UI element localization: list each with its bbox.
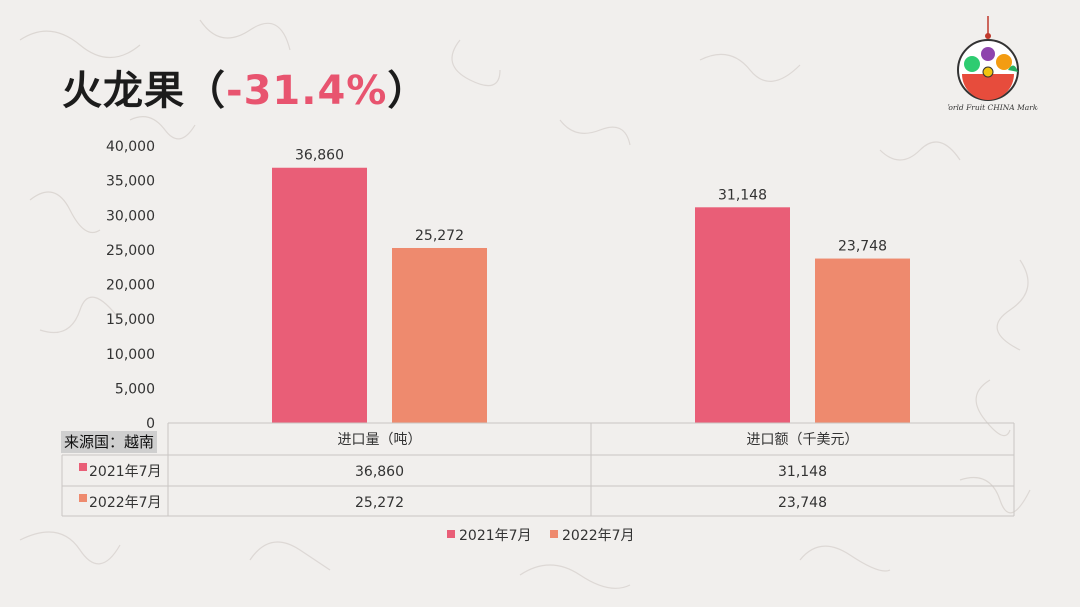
legend: 2021年7月 2022年7月 [447,528,635,544]
source-country-label: 来源国：越南 [61,431,158,453]
y-tick-label: 40,000 [106,139,155,155]
table-cell: 25,272 [355,495,404,511]
page-title: 火龙果（-31.4%） [62,58,428,116]
y-tick-label: 30,000 [106,208,155,224]
legend-entry: 2021年7月 [459,528,532,544]
bar-value-label: 25,272 [415,228,464,244]
table-cell: 23,748 [778,495,827,511]
table-cell: 36,860 [355,464,404,480]
bar-value-label: 31,148 [718,187,767,203]
table-row-label: 2022年7月 [89,495,162,511]
data-table: 进口量（吨） 进口额（千美元） 2021年7月 36,860 31,148 2022年7月… [61,422,1015,517]
legend-swatch [447,530,455,538]
y-tick-label: 5,000 [115,381,155,397]
bar-value-label: 23,748 [838,239,887,255]
y-tick-label: 15,000 [106,312,155,328]
table-legend-key [79,494,87,502]
title-accent-change: -31.4% [226,68,388,114]
y-tick-label: 0 [146,416,155,432]
y-tick-label: 35,000 [106,174,155,190]
title-close: ） [387,68,429,114]
bars: 36,860 25,272 31,148 23,748 [272,148,910,423]
logo-text: World Fruit CHINA Market [948,103,1038,112]
bar-2021 [695,207,790,423]
legend-swatch [550,530,558,538]
table-row-label: 2021年7月 [89,464,162,480]
y-axis: 0 5,000 10,000 15,000 20,000 25,000 30,000 35,0… [106,139,155,432]
bar-2021 [272,167,367,423]
brand-logo: World Fruit CHINA Market [948,16,1038,112]
legend-entry: 2022年7月 [562,528,635,544]
table-legend-key [79,463,87,471]
table-header-cell: 进口额（千美元） [747,432,859,448]
title-main: 火龙果（ [62,68,226,114]
bar-2022 [815,258,910,423]
bar-value-label: 36,860 [295,148,344,164]
y-tick-label: 20,000 [106,278,155,294]
y-tick-label: 25,000 [106,243,155,259]
table-cell: 31,148 [778,464,827,480]
bar-2022 [392,247,487,423]
table-header-cell: 进口量（吨） [338,432,422,448]
y-tick-label: 10,000 [106,347,155,363]
